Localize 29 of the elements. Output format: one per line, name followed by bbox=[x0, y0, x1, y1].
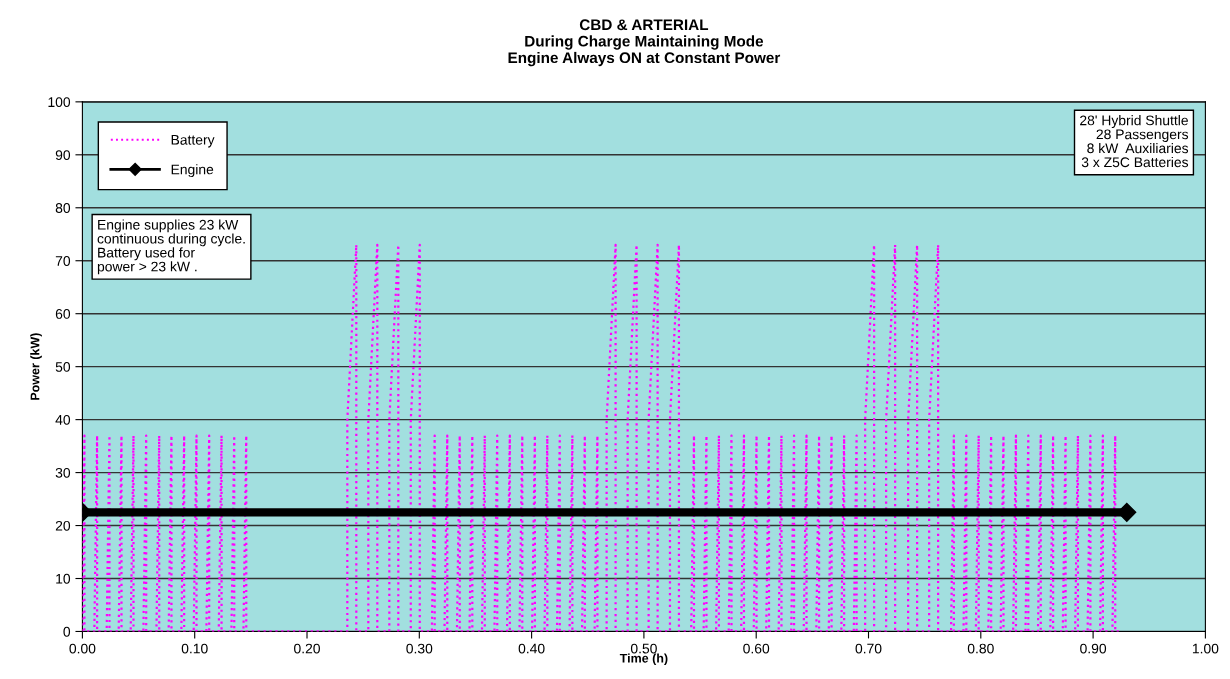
y-tick-label: 10 bbox=[56, 573, 71, 584]
x-tick-label: 0.60 bbox=[743, 643, 770, 654]
legend-label: Battery bbox=[171, 135, 215, 148]
y-tick-label: 100 bbox=[48, 97, 71, 108]
y-tick-label: 80 bbox=[55, 203, 71, 213]
x-tick-label: 0.20 bbox=[294, 643, 320, 654]
x-tick-label: 0.30 bbox=[406, 643, 433, 654]
x-axis-title: Time (h) bbox=[619, 653, 668, 666]
x-tick-label: 1.00 bbox=[1192, 643, 1219, 654]
annotation: 28' Hybrid Shuttle 28 Passengers 8 kW Auxiliaries 3 x Z5C Batteries bbox=[1080, 115, 1189, 168]
y-tick-label: 20 bbox=[55, 520, 71, 531]
x-tick-label: 0.00 bbox=[69, 643, 96, 654]
y-tick-label: 50 bbox=[55, 361, 71, 372]
x-tick-label: 0.70 bbox=[855, 643, 882, 654]
x-tick-label: 0.40 bbox=[518, 643, 545, 654]
y-tick-label: 90 bbox=[55, 150, 71, 160]
y-tick-label: 0 bbox=[63, 626, 71, 637]
legend-label: Engine bbox=[171, 164, 214, 178]
y-tick-label: 70 bbox=[55, 256, 71, 266]
x-tick-label: 0.10 bbox=[181, 643, 208, 654]
x-tick-label: 0.50 bbox=[630, 643, 657, 654]
x-tick-label: 0.80 bbox=[967, 643, 994, 654]
chart-title: CBD & ARTERIAL During Charge Maintaining Mode Engine Always ON at Constant Power bbox=[508, 19, 781, 67]
x-tick-label: 0.90 bbox=[1080, 643, 1107, 654]
y-tick-label: 30 bbox=[55, 467, 71, 478]
annotation: Engine supplies 23 kW continuous during cycle. Battery used for power > 23 kW . bbox=[97, 219, 245, 275]
y-tick-label: 60 bbox=[55, 309, 71, 319]
y-tick-label: 40 bbox=[55, 414, 71, 425]
y-axis-title: Power (kW) bbox=[30, 333, 42, 400]
